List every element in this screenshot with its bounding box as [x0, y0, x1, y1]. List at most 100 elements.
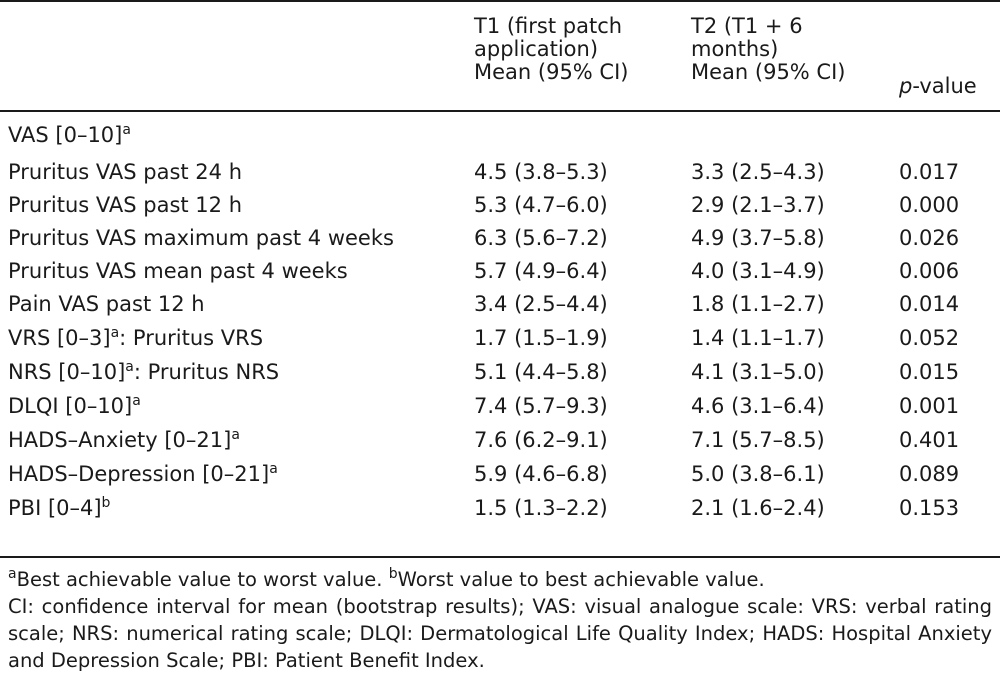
row-t1-value: 7.6 (6.2–9.1) — [474, 428, 608, 452]
header-t1-line2: application) — [474, 37, 599, 61]
table-footnotes: aBest achievable value to worst value. b… — [8, 566, 992, 674]
row-p-value: 0.017 — [899, 160, 960, 184]
section-vas-sup: a — [122, 122, 131, 138]
row-label-cell: Pruritus VAS mean past 4 weeks — [0, 255, 474, 288]
row-label: Pruritus VAS past 12 h — [8, 193, 243, 217]
row-p-value: 0.014 — [899, 292, 960, 316]
row-label: Pain VAS past 12 h — [8, 292, 205, 316]
row-p-value: 0.089 — [899, 462, 960, 486]
table-row: Pruritus VAS maximum past 4 weeks 6.3 (5.… — [0, 222, 1000, 255]
row-label-sup: b — [101, 495, 111, 511]
footnote-abbreviations: CI: confidence interval for mean (bootst… — [8, 595, 992, 672]
row-label: Pruritus VAS mean past 4 weeks — [8, 259, 348, 283]
table-row: NRS [0–10]a: Pruritus NRS 5.1 (4.4–5.8) 4.… — [0, 355, 1000, 389]
row-t1-value: 5.3 (4.7–6.0) — [474, 193, 608, 217]
row-t2-value: 4.9 (3.7–5.8) — [691, 226, 825, 250]
row-t2-value: 4.0 (3.1–4.9) — [691, 259, 825, 283]
row-label-cell: NRS [0–10]a: Pruritus NRS — [0, 355, 474, 389]
row-t1-value: 5.9 (4.6–6.8) — [474, 462, 608, 486]
header-t2: T2 (T1 + 6 months) Mean (95% CI) — [691, 0, 899, 110]
row-t2-value: 2.9 (2.1–3.7) — [691, 193, 825, 217]
row-label-cell: Pruritus VAS past 24 h — [0, 156, 474, 189]
header-t2-line3: Mean (95% CI) — [691, 60, 846, 84]
row-label-sup: a — [125, 359, 134, 375]
header-t1: T1 (first patch application) Mean (95% C… — [474, 0, 691, 110]
header-t2-line2: months) — [691, 37, 779, 61]
row-t1-value: 7.4 (5.7–9.3) — [474, 394, 608, 418]
header-p-rest: -value — [912, 74, 977, 98]
row-t2-value: 3.3 (2.5–4.3) — [691, 160, 825, 184]
table-header-rule — [0, 110, 1000, 112]
table-row: HADS–Depression [0–21]a 5.9 (4.6–6.8) 5.0 … — [0, 457, 1000, 491]
row-t1-value: 5.7 (4.9–6.4) — [474, 259, 608, 283]
section-row-vas: VAS [0–10]a — [0, 110, 1000, 156]
footnote-b-sup: b — [388, 566, 398, 582]
section-label-vas: VAS [0–10]a — [0, 110, 474, 156]
header-p-value-label: p-value — [899, 75, 977, 98]
row-p-value: 0.052 — [899, 326, 960, 350]
row-t2-value: 2.1 (1.6–2.4) — [691, 496, 825, 520]
row-label: Pruritus VAS past 24 h — [8, 160, 243, 184]
table-row: HADS–Anxiety [0–21]a 7.6 (6.2–9.1) 7.1 (5.… — [0, 423, 1000, 457]
row-t2-value: 1.4 (1.1–1.7) — [691, 326, 825, 350]
row-t1-value: 1.7 (1.5–1.9) — [474, 326, 608, 350]
row-p-value: 0.000 — [899, 193, 960, 217]
row-label: Pruritus VAS maximum past 4 weeks — [8, 226, 394, 250]
row-label-cell: Pruritus VAS past 12 h — [0, 189, 474, 222]
header-label-column — [0, 0, 474, 110]
row-p-value: 0.153 — [899, 496, 960, 520]
row-label-sup: a — [132, 393, 141, 409]
row-p-value: 0.006 — [899, 259, 960, 283]
row-label-cell: DLQI [0–10]a — [0, 389, 474, 423]
row-p-value: 0.026 — [899, 226, 960, 250]
footnote-a-sup: a — [8, 566, 17, 582]
row-label-sup: a — [110, 325, 120, 341]
row-label-cell: VRS [0–3]a: Pruritus VRS — [0, 321, 474, 355]
footnote-scale-direction: aBest achievable value to worst value. b… — [8, 566, 992, 593]
row-t2-value: 5.0 (3.8–6.1) — [691, 462, 825, 486]
row-p-value: 0.015 — [899, 360, 960, 384]
row-label-sup: a — [269, 461, 278, 477]
row-label: DLQI [0–10] — [8, 394, 133, 418]
row-label-suffix: : Pruritus NRS — [133, 360, 280, 384]
row-label: NRS [0–10] — [8, 360, 126, 384]
row-label: PBI [0–4] — [8, 496, 102, 520]
row-t2-value: 1.8 (1.1–2.7) — [691, 292, 825, 316]
row-p-value: 0.401 — [899, 428, 960, 452]
row-t1-value: 4.5 (3.8–5.3) — [474, 160, 608, 184]
row-t1-value: 1.5 (1.3–2.2) — [474, 496, 608, 520]
table-row: PBI [0–4]b 1.5 (1.3–2.2) 2.1 (1.6–2.4) 0.15… — [0, 491, 1000, 525]
header-t2-line1: T2 (T1 + 6 — [691, 14, 803, 38]
header-t1-line3: Mean (95% CI) — [474, 60, 629, 84]
row-label-cell: HADS–Depression [0–21]a — [0, 457, 474, 491]
table-row: VRS [0–3]a: Pruritus VRS 1.7 (1.5–1.9) 1.4… — [0, 321, 1000, 355]
row-t2-value: 7.1 (5.7–8.5) — [691, 428, 825, 452]
row-t1-value: 5.1 (4.4–5.8) — [474, 360, 608, 384]
footnote-b-text: Worst value to best achievable value. — [397, 568, 765, 591]
row-label-cell: Pain VAS past 12 h — [0, 288, 474, 321]
row-t2-value: 4.1 (3.1–5.0) — [691, 360, 825, 384]
row-label-cell: PBI [0–4]b — [0, 491, 474, 525]
results-table: T1 (first patch application) Mean (95% C… — [0, 0, 1000, 525]
table-row: Pruritus VAS past 24 h 4.5 (3.8–5.3) 3.3 (… — [0, 156, 1000, 189]
row-t2-value: 4.6 (3.1–6.4) — [691, 394, 825, 418]
table-row: Pruritus VAS past 12 h 5.3 (4.7–6.0) 2.9 (… — [0, 189, 1000, 222]
row-label-cell: HADS–Anxiety [0–21]a — [0, 423, 474, 457]
section-vas-text: VAS [0–10] — [8, 123, 123, 147]
row-label: HADS–Anxiety [0–21] — [8, 428, 232, 452]
table-row: Pruritus VAS mean past 4 weeks 5.7 (4.9–6… — [0, 255, 1000, 288]
row-t1-value: 6.3 (5.6–7.2) — [474, 226, 608, 250]
row-label: VRS [0–3] — [8, 326, 111, 350]
table-bottom-rule — [0, 556, 1000, 558]
header-p-italic: p — [899, 74, 913, 98]
header-t1-line1: T1 (first patch — [474, 14, 623, 38]
table-row: Pain VAS past 12 h 3.4 (2.5–4.4) 1.8 (1.1–… — [0, 288, 1000, 321]
table-header-row: T1 (first patch application) Mean (95% C… — [0, 0, 1000, 110]
table-row: DLQI [0–10]a 7.4 (5.7–9.3) 4.6 (3.1–6.4) 0.… — [0, 389, 1000, 423]
row-t1-value: 3.4 (2.5–4.4) — [474, 292, 608, 316]
row-label-cell: Pruritus VAS maximum past 4 weeks — [0, 222, 474, 255]
row-p-value: 0.001 — [899, 394, 960, 418]
row-label-suffix: : Pruritus VRS — [119, 326, 264, 350]
footnote-a-text: Best achievable value to worst value. — [16, 568, 389, 591]
